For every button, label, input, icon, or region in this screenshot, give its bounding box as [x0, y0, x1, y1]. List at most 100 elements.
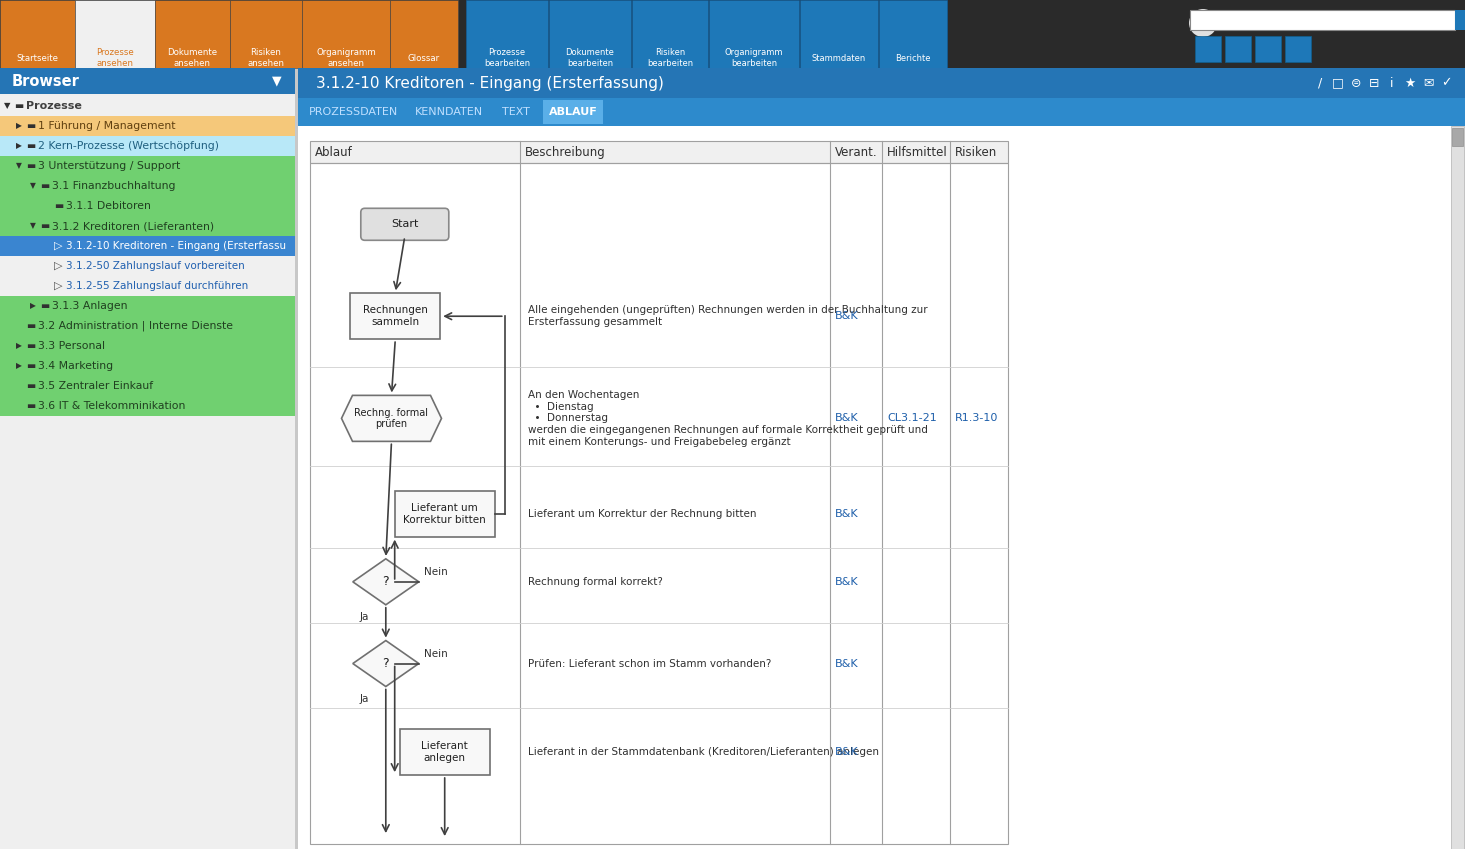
Bar [0, 176, 294, 196]
Bar [0, 336, 294, 356]
Bar [549, 0, 631, 68]
Text: ▬: ▬ [40, 301, 50, 311]
Bar [400, 729, 489, 775]
Text: ?: ? [382, 576, 390, 588]
Text: Start: Start [391, 219, 419, 229]
Text: ABLAUF: ABLAUF [548, 107, 598, 117]
Bar [709, 0, 798, 68]
Text: Glossar: Glossar [407, 53, 440, 63]
Text: ▬: ▬ [15, 101, 23, 111]
Text: ?: ? [382, 657, 390, 670]
Text: Dokumente
bearbeiten: Dokumente bearbeiten [565, 48, 614, 68]
Bar [0, 0, 75, 68]
Bar [800, 0, 878, 68]
Text: □: □ [1332, 76, 1343, 89]
Text: CL3.1-21: CL3.1-21 [886, 413, 936, 424]
Text: i: i [1390, 76, 1393, 89]
Text: B&K: B&K [835, 576, 858, 587]
Text: ▼: ▼ [29, 182, 35, 190]
Text: 3.1.2 Kreditoren (Lieferanten): 3.1.2 Kreditoren (Lieferanten) [51, 221, 214, 231]
Text: 3.2 Administration | Interne Dienste: 3.2 Administration | Interne Dienste [38, 321, 233, 331]
Text: Dokumente
ansehen: Dokumente ansehen [167, 48, 218, 68]
Text: Ja: Ja [359, 612, 369, 621]
Text: ▶: ▶ [16, 121, 22, 131]
Text: ▼: ▼ [16, 161, 22, 171]
Text: Ablauf: Ablauf [315, 145, 353, 159]
Text: Berichte: Berichte [895, 53, 930, 63]
Bar [390, 0, 459, 68]
Text: Organigramm
ansehen: Organigramm ansehen [316, 48, 377, 68]
Bar [0, 256, 294, 276]
Text: 3.1 Finanzbuchhaltung: 3.1 Finanzbuchhaltung [51, 181, 176, 191]
Text: ▶: ▶ [16, 341, 22, 351]
Text: ▶: ▶ [29, 301, 35, 311]
Text: Organigramm
bearbeiten: Organigramm bearbeiten [725, 48, 784, 68]
Bar [879, 0, 946, 68]
Bar [0, 296, 294, 316]
Text: ▬: ▬ [26, 121, 35, 131]
Text: R1.3-10: R1.3-10 [955, 413, 998, 424]
Bar [155, 0, 230, 68]
Bar [75, 0, 155, 68]
Text: KENNDATEN: KENNDATEN [415, 107, 482, 117]
Text: TEXT: TEXT [502, 107, 530, 117]
Text: B&K: B&K [835, 659, 858, 668]
Text: B&K: B&K [835, 747, 858, 757]
Bar [302, 0, 390, 68]
Text: Browser: Browser [12, 74, 81, 88]
Bar [297, 98, 1465, 126]
Bar [394, 491, 495, 537]
Text: Rechnungen
sammeln: Rechnungen sammeln [363, 306, 428, 327]
Text: Ja: Ja [359, 694, 369, 704]
Text: PROZESSDATEN: PROZESSDATEN [308, 107, 397, 117]
Bar [311, 141, 1008, 163]
Text: Startseite: Startseite [16, 53, 59, 63]
Bar [297, 68, 1465, 98]
Text: B&K: B&K [835, 413, 858, 424]
Text: Rechng. formal
prüfen: Rechng. formal prüfen [355, 408, 428, 430]
Bar [0, 216, 294, 236]
Bar [311, 163, 1008, 844]
Text: B&K: B&K [835, 312, 858, 321]
Text: ▬: ▬ [26, 141, 35, 151]
Bar [1195, 36, 1220, 62]
Text: ✉: ✉ [1423, 76, 1433, 89]
Text: 3.1.2-55 Zahlungslauf durchführen: 3.1.2-55 Zahlungslauf durchführen [66, 281, 248, 291]
Bar [1185, 0, 1465, 68]
Bar [0, 136, 294, 156]
Text: ▶: ▶ [16, 362, 22, 370]
Bar [1225, 36, 1251, 62]
Text: Risiken: Risiken [955, 145, 998, 159]
Text: Lieferant um
Korrektur bitten: Lieferant um Korrektur bitten [403, 503, 486, 525]
Text: Lieferant in der Stammdatenbank (Kreditoren/Lieferanten) anlegen: Lieferant in der Stammdatenbank (Kredito… [527, 747, 879, 757]
Text: B&K: B&K [835, 509, 858, 519]
Text: ▼: ▼ [29, 222, 35, 230]
Text: Prozesse: Prozesse [26, 101, 82, 111]
Text: 3.3 Personal: 3.3 Personal [38, 341, 105, 351]
Bar [466, 0, 548, 68]
Circle shape [1190, 9, 1217, 37]
Text: Hilfsmittel: Hilfsmittel [886, 145, 948, 159]
Bar [0, 396, 294, 416]
Text: ▬: ▬ [26, 401, 35, 411]
Text: 3.1.1 Debitoren: 3.1.1 Debitoren [66, 201, 151, 211]
Bar [350, 293, 441, 340]
Text: /: / [1318, 76, 1321, 89]
Text: An den Wochentagen
  •  Dienstag
  •  Donnerstag
werden die eingegangenen Rechnu: An den Wochentagen • Dienstag • Donnerst… [527, 391, 927, 447]
Text: Prozesse
bearbeiten: Prozesse bearbeiten [483, 48, 530, 68]
Text: ▬: ▬ [26, 321, 35, 331]
Text: Risiken
bearbeiten: Risiken bearbeiten [648, 48, 693, 68]
Bar [230, 0, 302, 68]
Bar [0, 0, 1465, 68]
Bar [297, 126, 1465, 849]
Text: Prozesse
ansehen: Prozesse ansehen [97, 48, 133, 68]
Text: Risiken
ansehen: Risiken ansehen [248, 48, 284, 68]
Polygon shape [353, 640, 419, 687]
Bar [631, 0, 708, 68]
Text: ⊟: ⊟ [1368, 76, 1379, 89]
Text: 3.6 IT & Telekomminikation: 3.6 IT & Telekomminikation [38, 401, 186, 411]
Bar [544, 100, 604, 124]
Text: 3.5 Zentraler Einkauf: 3.5 Zentraler Einkauf [38, 381, 154, 391]
Text: ▬: ▬ [40, 181, 50, 191]
Bar [1256, 36, 1280, 62]
